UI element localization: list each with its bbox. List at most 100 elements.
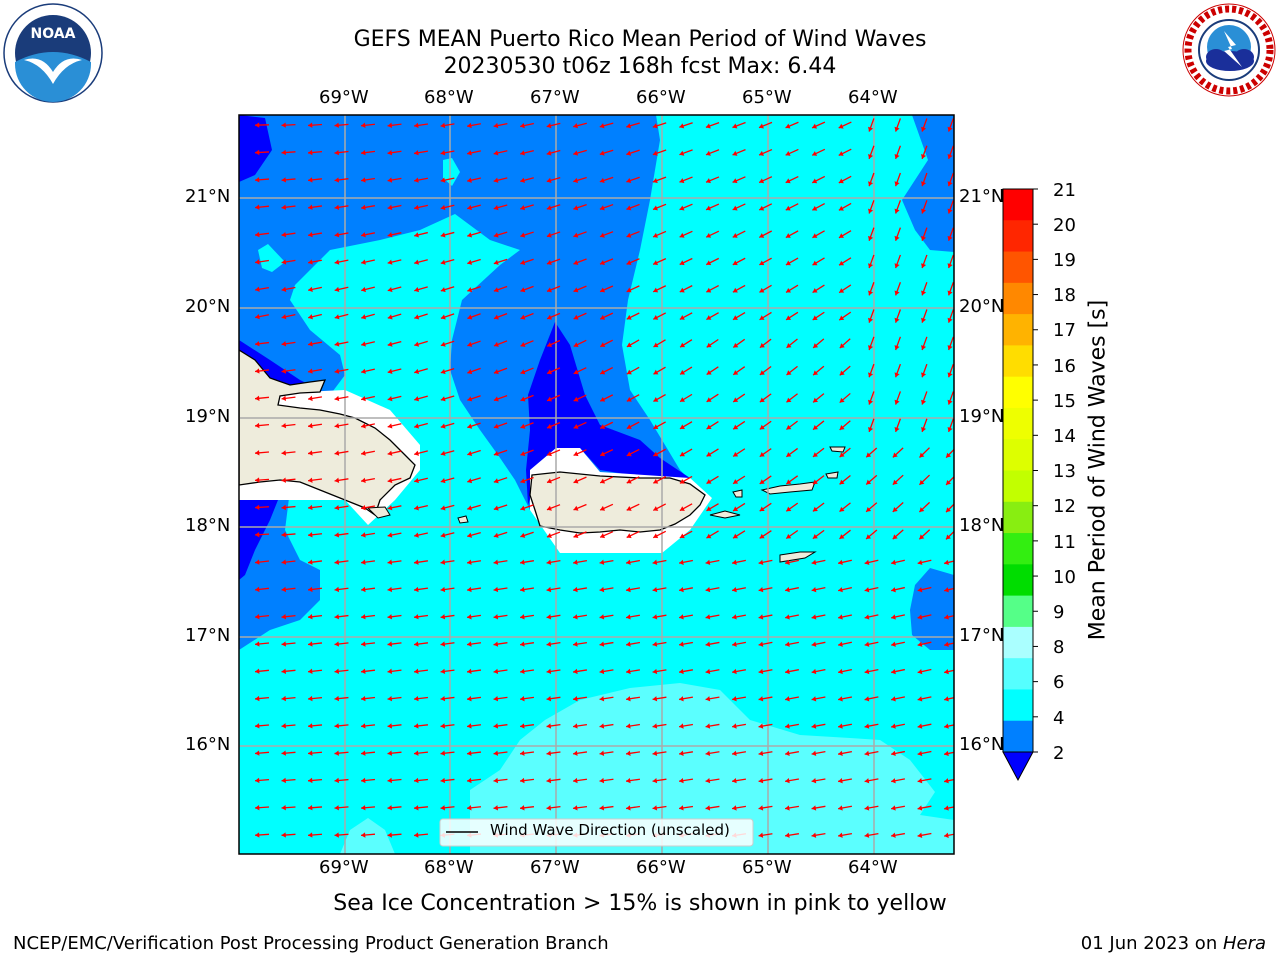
wave-arrow-head: [440, 204, 446, 211]
wave-arrow-head: [493, 559, 499, 565]
wave-arrow-head: [705, 723, 711, 729]
wave-arrow-head: [812, 233, 818, 238]
wave-arrow-head: [414, 287, 420, 293]
wave-arrow-head: [944, 750, 949, 757]
wave-arrow-head: [626, 586, 631, 593]
wave-arrow-head: [255, 450, 260, 456]
wave-arrow-head: [864, 805, 870, 811]
wave-arrow-head: [947, 426, 953, 432]
wave-arrow-head: [547, 423, 552, 429]
wave-arrow-head: [679, 586, 684, 593]
wave-arrow-head: [652, 123, 658, 129]
wave-arrow-head: [573, 396, 579, 402]
wave-arrow-head: [493, 450, 499, 457]
lat-label-left: 16°N: [185, 734, 231, 755]
wave-arrow-head: [866, 534, 872, 539]
wave-arrow-head: [573, 150, 579, 156]
wave-arrow-head: [705, 696, 711, 702]
wave-arrow-head: [546, 750, 552, 756]
wave-arrow-head: [281, 368, 287, 374]
wave-arrow-head: [334, 532, 340, 538]
wave-arrow-head: [255, 368, 260, 374]
wave-arrow-head: [811, 668, 817, 675]
colorbar-segment: [1003, 251, 1033, 284]
colorbar-segment: [1003, 220, 1033, 253]
wave-arrow-head: [758, 696, 764, 702]
wave-arrow-head: [679, 260, 685, 266]
wave-arrow-head: [653, 232, 658, 238]
wave-arrow-head: [387, 505, 393, 511]
wave-arrow-head: [573, 232, 579, 238]
wave-arrow-head: [813, 424, 819, 430]
wave-arrow-head: [868, 153, 874, 159]
wave-arrow-head: [308, 423, 313, 429]
wave-arrow-head: [626, 777, 631, 784]
colorbar-segment: [1003, 658, 1033, 690]
wave-arrow-head: [440, 805, 446, 811]
wave-arrow-head: [361, 586, 366, 593]
wave-arrow-head: [839, 425, 845, 430]
wave-arrow-head: [626, 641, 631, 647]
wave-arrow-head: [892, 507, 898, 512]
wave-arrow-head: [653, 424, 659, 429]
wave-arrow-head: [838, 614, 843, 620]
footer-date: 01 Jun 2023 on Hera: [1081, 933, 1266, 954]
wave-arrow-head: [732, 315, 738, 320]
wave-arrow-head: [758, 559, 764, 565]
wave-arrow-head: [334, 668, 340, 674]
wave-arrow-head: [281, 641, 287, 647]
wave-arrow-head: [600, 260, 605, 266]
wave-arrow-head: [546, 614, 552, 620]
wave-arrow-head: [255, 504, 260, 511]
wave-arrow-head: [414, 314, 420, 320]
wave-arrow-head: [944, 559, 949, 566]
wave-arrow-head: [894, 426, 900, 432]
wave-arrow-head: [599, 559, 605, 565]
wave-arrow-head: [868, 399, 874, 405]
wave-arrow-head: [785, 723, 790, 729]
wave-arrow-head: [255, 204, 260, 210]
wave-arrow-head: [334, 314, 340, 320]
wave-arrow-head: [868, 372, 874, 378]
wave-arrow-head: [599, 750, 605, 756]
wave-arrow-head: [626, 696, 631, 702]
wave-arrow-head: [599, 723, 605, 729]
wave-arrow-head: [891, 750, 896, 757]
wave-arrow-head: [839, 288, 845, 293]
wave-arrow-head: [361, 177, 366, 183]
wave-arrow-head: [864, 614, 870, 620]
wave-arrow-head: [440, 450, 446, 456]
wave-arrow-head: [785, 750, 790, 757]
colorbar-segment: [1003, 345, 1033, 378]
wave-arrow-head: [334, 641, 340, 647]
wave-arrow-head: [864, 696, 870, 702]
wave-arrow-head: [387, 232, 393, 238]
wave-arrow-head: [705, 641, 711, 647]
wave-arrow-head: [361, 286, 366, 293]
wave-arrow-head: [387, 150, 393, 156]
wave-arrow-head: [547, 314, 552, 320]
wave-arrow-head: [785, 614, 790, 620]
wave-arrow-head: [626, 805, 631, 811]
wave-arrow-head: [573, 668, 578, 675]
wave-arrow-head: [706, 424, 712, 430]
wave-arrow-head: [493, 614, 499, 620]
lat-label-left: 21°N: [185, 186, 231, 207]
footer-branch: NCEP/EMC/Verification Post Processing Pr…: [13, 933, 609, 954]
colorbar-tick: 11: [1053, 532, 1076, 553]
wave-arrow-head: [334, 259, 340, 265]
wave-arrow-head: [308, 805, 313, 811]
wave-arrow-head: [626, 424, 632, 429]
lon-label-top: 69°W: [319, 87, 369, 108]
wave-arrow-head: [546, 287, 552, 293]
wave-arrow-head: [414, 695, 419, 702]
colorbar-tick: 2: [1053, 743, 1065, 764]
lon-label-top: 65°W: [742, 87, 792, 108]
wave-arrow-head: [573, 287, 579, 293]
wave-arrow-head: [600, 505, 606, 511]
wave-arrow-head: [281, 532, 286, 538]
wave-arrow-head: [947, 372, 953, 378]
wave-arrow-head: [864, 750, 870, 757]
wave-arrow-head: [387, 259, 393, 265]
wave-arrow-head: [493, 696, 499, 702]
